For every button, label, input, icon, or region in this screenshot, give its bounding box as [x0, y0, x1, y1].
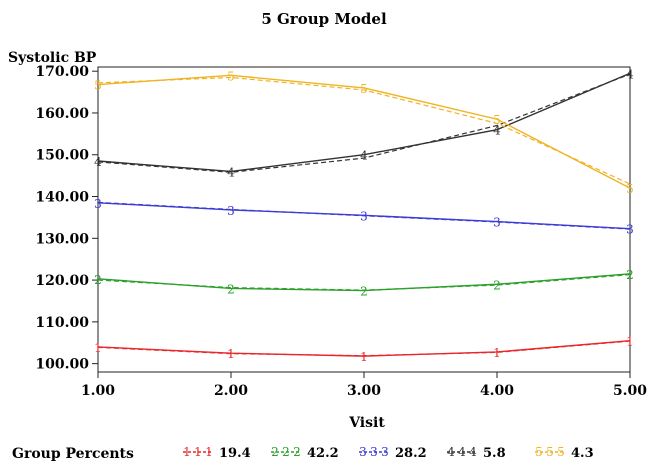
y-tick-label: 160.00 — [35, 106, 89, 122]
x-axis-label: Visit — [348, 415, 385, 431]
legend-title: Group Percents — [12, 446, 134, 462]
y-tick-label: 120.00 — [35, 273, 89, 289]
series-line-observed — [97, 202, 631, 230]
y-tick-label: 140.00 — [35, 190, 89, 206]
series-4.3: 5 5 5 5 5 — [94, 69, 634, 196]
data-point-marker: 3 — [227, 204, 235, 218]
legend-marker: 2 — [271, 445, 279, 459]
legend-marker: 4 — [458, 445, 466, 459]
data-point-marker: 1 — [94, 341, 102, 355]
legend-label: 4.3 — [571, 446, 594, 461]
legend-marker: 3 — [370, 445, 378, 459]
y-axis-label: Systolic BP — [8, 50, 97, 66]
data-point-marker: 1 — [626, 335, 634, 349]
y-tick-label: 110.00 — [35, 315, 89, 331]
x-tick-label: 1.00 — [81, 383, 115, 399]
data-point-marker: 1 — [493, 346, 501, 360]
legend-marker: 4 — [447, 445, 455, 459]
series-line-observed — [97, 273, 631, 292]
legend-label: 42.2 — [307, 446, 339, 461]
series-19.4: 1 1 1 1 1 — [94, 335, 634, 364]
y-tick-label: 100.00 — [35, 357, 89, 373]
data-point-marker: 3 — [493, 216, 501, 230]
legend-label: 19.4 — [219, 446, 251, 461]
legend-marker: 1 — [183, 445, 191, 459]
data-point-marker: 4 — [493, 124, 501, 138]
data-point-marker: 2 — [360, 285, 368, 299]
y-tick-label: 170.00 — [35, 64, 89, 80]
data-point-marker: 4 — [94, 155, 102, 169]
data-point-marker: 4 — [360, 149, 368, 163]
legend-label: 28.2 — [395, 446, 427, 461]
series-28.2: 3 3 3 3 3 — [94, 197, 634, 237]
series-5.8: 4 4 4 4 4 — [94, 67, 634, 179]
legend-item-4.3: 5 5 5 4.3 — [535, 445, 594, 461]
series-line-observed — [97, 339, 631, 357]
data-point-marker: 3 — [626, 223, 634, 237]
series-42.2: 2 2 2 2 2 — [94, 268, 634, 299]
x-tick-label: 2.00 — [214, 383, 248, 399]
legend-marker: 2 — [282, 445, 290, 459]
data-point-marker: 2 — [94, 273, 102, 287]
legend-marker: 5 — [546, 445, 554, 459]
data-point-marker: 4 — [626, 67, 634, 81]
data-point-marker: 1 — [227, 347, 235, 361]
data-point-marker: 1 — [360, 350, 368, 364]
legend-marker: 1 — [205, 445, 213, 459]
data-point-marker: 2 — [227, 282, 235, 296]
plot-area: 100.00 110.00 120.00 130.00 140.00 150.00 160.… — [35, 64, 647, 399]
legend-marker: 1 — [194, 445, 202, 459]
legend-marker: 3 — [381, 445, 389, 459]
legend: Group Percents 1 1 1 19.4 2 2 2 42.2 3 3 3 28.2 4 4 4 5… — [12, 445, 594, 462]
data-point-marker: 3 — [360, 209, 368, 223]
legend-item-19.4: 1 1 1 19.4 — [183, 445, 251, 461]
legend-marker: 2 — [293, 445, 301, 459]
data-point-marker: 5 — [493, 113, 501, 127]
series-line-observed — [97, 72, 631, 173]
legend-marker: 5 — [557, 445, 565, 459]
x-tick-label: 3.00 — [347, 383, 381, 399]
data-point-marker: 3 — [94, 197, 102, 211]
data-point-marker: 5 — [227, 69, 235, 83]
series-line-observed — [97, 74, 631, 189]
data-point-marker: 5 — [626, 182, 634, 196]
x-tick-label: 5.00 — [613, 383, 647, 399]
legend-marker: 4 — [469, 445, 477, 459]
legend-item-5.8: 4 4 4 5.8 — [447, 445, 506, 461]
chart-title: 5 Group Model — [261, 10, 387, 28]
y-tick-label: 150.00 — [35, 148, 89, 164]
series-line-estimated — [97, 73, 631, 173]
x-tick-label: 4.00 — [480, 383, 514, 399]
y-tick-label: 130.00 — [35, 231, 89, 247]
legend-item-28.2: 3 3 3 28.2 — [359, 445, 427, 461]
legend-label: 5.8 — [483, 446, 506, 461]
data-point-marker: 5 — [360, 82, 368, 96]
data-point-marker: 5 — [94, 79, 102, 93]
series-line-estimated — [97, 76, 631, 185]
legend-marker: 5 — [535, 445, 543, 459]
data-point-marker: 2 — [626, 268, 634, 282]
data-point-marker: 2 — [493, 278, 501, 292]
legend-item-42.2: 2 2 2 42.2 — [271, 445, 339, 461]
data-point-marker: 4 — [227, 165, 235, 179]
legend-marker: 3 — [359, 445, 367, 459]
